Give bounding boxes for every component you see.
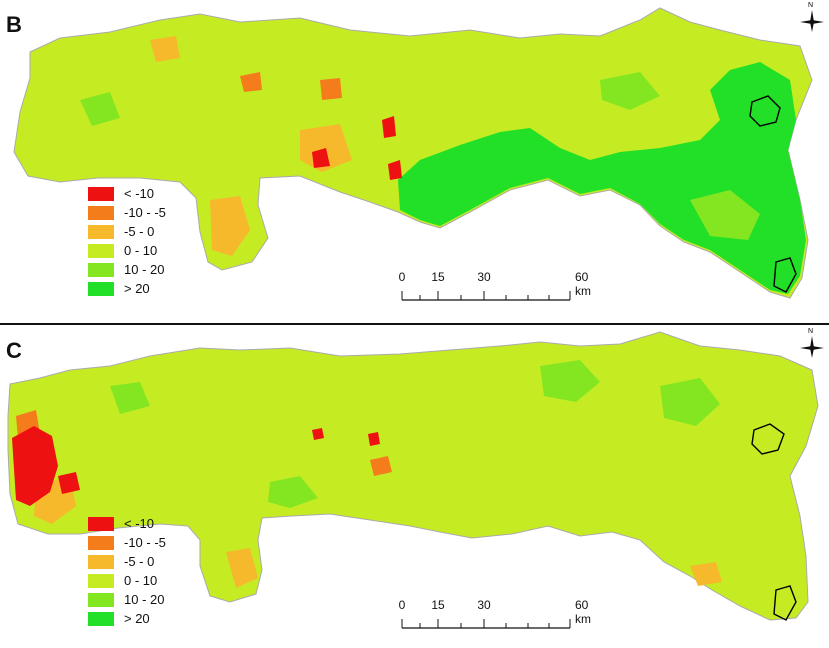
yellow-patch-c2 [226,548,258,588]
lightgreen-patch-c4 [110,382,150,414]
lightgreen-patch-c3 [268,476,318,508]
north-label: N [808,328,814,335]
legend-item: < -10 [88,514,166,533]
legend-c: < -10 -10 - -5 -5 - 0 0 - 10 10 - 20 > 2… [88,514,166,628]
lightgreen-patch-b3 [80,92,120,126]
legend-swatch [88,186,114,201]
panel-label-b: B [6,12,22,37]
legend-item: 0 - 10 [88,571,166,590]
yellow-patch-b3 [150,36,180,62]
legend-item: -5 - 0 [88,552,166,571]
scale-tick-label: 15 [431,598,445,612]
scale-tick-label: 30 [477,598,491,612]
lightgreen-patch-b1 [690,190,760,240]
panel-divider [0,323,829,325]
red-patch-c4 [368,432,380,446]
map-c [7,331,819,621]
scale-tick-label: 0 [398,270,406,284]
legend-label: < -10 [124,186,154,201]
legend-item: 10 - 20 [88,260,166,279]
legend-label: > 20 [124,611,150,626]
legend-swatch [88,262,114,277]
scale-tick-label: 0 [398,598,406,612]
orange-patch-b1 [240,72,262,92]
panel-label-c: C [6,338,22,363]
outlined-zone-c2 [773,585,797,621]
red-patch-c1 [12,426,58,506]
legend-item: -10 - -5 [88,203,166,222]
legend-item: > 20 [88,279,166,298]
scale-tick-label: 60 km [575,598,591,626]
legend-swatch [88,611,114,626]
outlined-zone-b1 [749,95,781,127]
legend-label: 0 - 10 [124,573,158,588]
legend-label: -5 - 0 [124,224,155,239]
legend-swatch [88,205,114,220]
lightgreen-patch-c1 [540,360,600,402]
scale-bar-ruler [401,619,571,629]
yellow-patch-b1 [210,196,250,256]
legend-item: 0 - 10 [88,241,166,260]
outlined-zone-c1 [751,423,785,455]
compass-rose-icon: N [798,2,826,34]
legend-b: < -10 -10 - -5 -5 - 0 0 - 10 10 - 20 > 2… [88,184,166,298]
red-patch-c3 [312,428,324,440]
scale-tick-label: 30 [477,270,491,284]
lightgreen-patch-c2 [660,378,720,426]
scale-tick-label: 60 km [575,270,591,298]
map-b [13,7,813,299]
legend-label: > 20 [124,281,150,296]
legend-swatch [88,535,114,550]
legend-swatch [88,592,114,607]
map-panel-b: B < -10 -10 - -5 -5 - 0 0 - 10 10 - 20 >… [0,0,829,322]
legend-swatch [88,516,114,531]
orange-patch-c1 [370,456,392,476]
north-label: N [808,2,814,9]
legend-label: -5 - 0 [124,554,155,569]
legend-label: 10 - 20 [124,262,165,277]
legend-item: > 20 [88,609,166,628]
scale-bar-c: 0 15 30 60 km [392,598,602,648]
compass-rose-icon: N [798,328,826,360]
legend-label: < -10 [124,516,154,531]
scale-bar-ruler [401,291,571,301]
red-patch-b1 [312,148,330,168]
scale-tick-label: 15 [431,270,445,284]
legend-item: < -10 [88,184,166,203]
red-patch-b2 [382,116,396,138]
legend-item: -10 - -5 [88,533,166,552]
red-patch-c2 [58,472,80,494]
legend-swatch [88,554,114,569]
green-zone-b [398,62,806,294]
legend-swatch [88,281,114,296]
legend-swatch [88,573,114,588]
legend-label: 10 - 20 [124,592,165,607]
legend-item: 10 - 20 [88,590,166,609]
legend-label: 0 - 10 [124,243,158,258]
legend-item: -5 - 0 [88,222,166,241]
legend-swatch [88,224,114,239]
lightgreen-patch-b2 [600,72,660,110]
legend-label: -10 - -5 [124,535,166,550]
red-patch-b3 [388,160,402,180]
region-outline-c [7,331,819,621]
orange-patch-b2 [320,78,342,100]
outlined-zone-b2 [773,257,797,293]
scale-bar-b: 0 15 30 60 km [392,270,602,320]
map-panel-c: C < -10 -10 - -5 -5 - 0 0 - 10 10 - 20 >… [0,326,829,648]
yellow-patch-c3 [690,562,722,586]
legend-label: -10 - -5 [124,205,166,220]
legend-swatch [88,243,114,258]
